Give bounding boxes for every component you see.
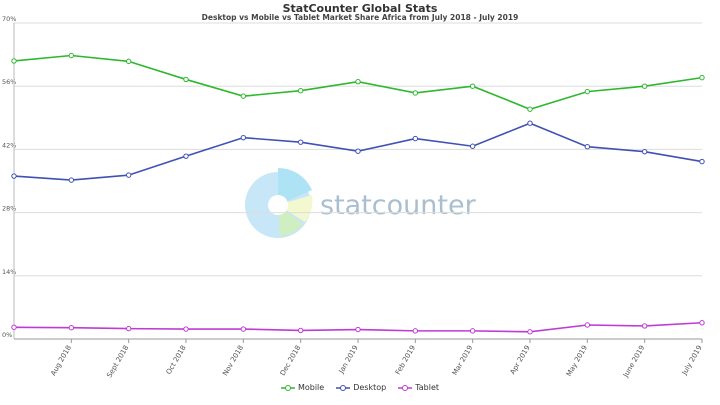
x-tick-label: Apr 2019 bbox=[509, 344, 532, 376]
desktop-point bbox=[125, 172, 132, 178]
legend-label-desktop: Desktop bbox=[353, 383, 387, 392]
desktop-point bbox=[68, 177, 75, 183]
legend-label-mobile: Mobile bbox=[297, 383, 325, 392]
desktop-legend-marker-icon bbox=[336, 384, 351, 391]
tablet-point bbox=[641, 323, 648, 329]
mobile-point bbox=[355, 78, 361, 85]
desktop-point bbox=[584, 143, 591, 150]
tablet-point bbox=[68, 325, 75, 331]
x-tick-label: Oct 2018 bbox=[165, 344, 188, 376]
y-tick-label: 14% bbox=[2, 268, 16, 276]
mobile-point bbox=[240, 93, 247, 99]
mobile-legend-marker-icon bbox=[280, 384, 295, 391]
y-tick-label: 42% bbox=[2, 141, 16, 149]
series-desktop bbox=[11, 120, 705, 183]
mobile-point bbox=[412, 90, 419, 96]
statcounter-logo-icon bbox=[245, 167, 313, 238]
x-tick-label: July 2019 bbox=[680, 344, 704, 377]
desktop-point bbox=[699, 158, 705, 165]
tablet-point bbox=[469, 328, 476, 334]
tablet-legend-marker-icon bbox=[398, 384, 413, 391]
legend-item-desktop[interactable]: Desktop bbox=[336, 383, 386, 392]
legend-item-tablet[interactable]: Tablet bbox=[398, 383, 439, 392]
desktop-point bbox=[469, 143, 476, 149]
desktop-point bbox=[641, 148, 648, 155]
mobile-point bbox=[125, 58, 132, 65]
tablet-point bbox=[125, 325, 132, 332]
mobile-point bbox=[527, 106, 533, 112]
x-tick-label: Mar 2019 bbox=[451, 344, 475, 377]
tablet-point bbox=[11, 324, 17, 330]
mobile-point bbox=[183, 76, 189, 83]
desktop-point bbox=[240, 134, 247, 141]
chart-title: StatCounter Global Stats bbox=[282, 2, 438, 15]
y-tick-label: 56% bbox=[2, 78, 16, 86]
y-tick-label: 0% bbox=[2, 331, 12, 339]
tablet-point bbox=[240, 326, 247, 332]
desktop-point bbox=[183, 153, 189, 159]
mobile-point bbox=[297, 88, 304, 94]
mobile-point bbox=[11, 58, 17, 64]
tablet-point bbox=[527, 329, 533, 335]
desktop-point bbox=[11, 173, 17, 179]
desktop-point bbox=[355, 148, 361, 154]
desktop-point bbox=[297, 139, 304, 145]
tablet-point bbox=[584, 322, 591, 328]
series-mobile bbox=[11, 52, 705, 112]
tablet-point bbox=[699, 320, 705, 326]
x-tick-label: Sept 2018 bbox=[105, 344, 130, 379]
legend-item-mobile[interactable]: Mobile bbox=[280, 383, 325, 392]
watermark-text: statcounter bbox=[320, 190, 477, 221]
x-tick-label: Dec 2018 bbox=[279, 344, 303, 377]
mobile-point bbox=[68, 52, 75, 59]
y-tick-label: 70% bbox=[2, 15, 16, 23]
statcounter-watermark: statcounter bbox=[245, 167, 477, 238]
x-tick-label: May 2019 bbox=[565, 344, 589, 378]
mobile-point bbox=[584, 88, 591, 95]
tablet-point bbox=[355, 326, 361, 333]
x-tick-label: June 2019 bbox=[621, 344, 646, 379]
tablet-point bbox=[297, 327, 304, 334]
mobile-point bbox=[699, 74, 705, 81]
chart-legend: Mobile Desktop Tablet bbox=[0, 383, 720, 392]
x-tick-label: Aug 2018 bbox=[49, 344, 73, 377]
desktop-point bbox=[527, 120, 533, 126]
x-tick-label: Nov 2018 bbox=[221, 344, 245, 377]
tablet-point bbox=[412, 328, 419, 334]
legend-label-tablet: Tablet bbox=[415, 383, 440, 392]
mobile-point bbox=[641, 83, 648, 89]
series-tablet bbox=[11, 320, 705, 335]
chart-subtitle: Desktop vs Mobile vs Tablet Market Share… bbox=[201, 13, 519, 22]
mobile-point bbox=[469, 83, 476, 89]
x-tick-label: Jan 2019 bbox=[337, 344, 360, 376]
tablet-point bbox=[183, 326, 189, 332]
desktop-point bbox=[412, 135, 419, 142]
y-tick-label: 28% bbox=[2, 205, 16, 213]
x-tick-label: Feb 2019 bbox=[394, 344, 417, 376]
